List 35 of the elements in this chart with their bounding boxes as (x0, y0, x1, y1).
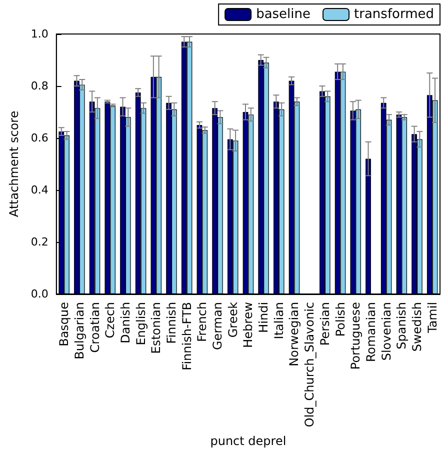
y-axis-title: Attachment score (7, 110, 21, 218)
x-tick-label: Greek (226, 302, 240, 338)
x-tick-label: Slovenian (379, 302, 394, 361)
x-tick-label: Czech (103, 302, 118, 338)
x-tick-label: Polish (333, 302, 348, 337)
x-tick-label: Bulgarian (72, 302, 86, 360)
x-tick-label: Norwegian (287, 302, 302, 366)
x-tick-label: Hebrew (241, 302, 256, 348)
x-tick-label: Swedish (410, 302, 424, 352)
y-tick-label: 0.6 (30, 131, 48, 144)
x-tick-label: Romanian (364, 302, 378, 362)
x-tick-label: English (134, 302, 148, 346)
x-tick-label: Croatian (88, 302, 102, 353)
x-tick-label: Old_Church_Slavonic (302, 302, 317, 428)
x-tick-label: Finnish (164, 302, 178, 344)
x-tick-label: Spanish (394, 302, 409, 350)
y-tick-label: 0.4 (30, 183, 48, 196)
legend-label: transformed (354, 7, 434, 22)
x-tick-label: Estonian (149, 302, 164, 354)
x-tick-label: German (210, 302, 225, 350)
y-tick-label: 1.0 (30, 28, 48, 40)
x-tick-label: Italian (272, 302, 286, 340)
x-tick-label: Hindi (256, 302, 271, 333)
x-tick-label: Basque (57, 302, 72, 346)
x-tick-label: Portuguese (348, 302, 363, 370)
x-tick-label: Tamil (425, 302, 440, 334)
x-tick-label: French (195, 302, 210, 342)
legend-label: baseline (256, 7, 311, 22)
x-tick-label: Finnish-FTB (180, 302, 194, 370)
x-tick-label: Danish (118, 302, 132, 344)
y-tick-label: 0.2 (30, 235, 48, 248)
y-tick-label: 0.8 (30, 79, 48, 92)
x-tick-label: Persian (318, 302, 332, 346)
y-tick-label: 0.0 (30, 287, 48, 300)
x-axis-title: punct deprel (210, 434, 286, 448)
